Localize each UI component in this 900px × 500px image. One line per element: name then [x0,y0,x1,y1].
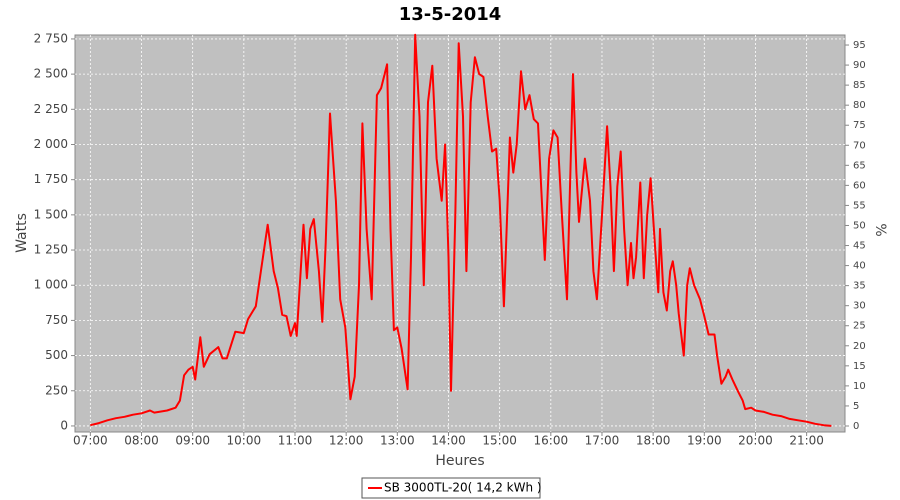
y-axis-title: Watts [14,213,30,253]
y2-tick-label: 20 [853,341,866,352]
y2-tick-label: 80 [853,100,866,111]
y2-tick-label: 95 [853,40,866,51]
y2-tick-label: 70 [853,140,866,151]
y-tick-label: 1 750 [34,172,68,186]
y-tick-label: 2 750 [34,31,68,45]
x-tick-label: 15:00 [482,434,517,448]
y2-tick-label: 10 [853,381,866,392]
y2-axis-title: % [872,223,888,236]
x-axis-title: Heures [435,453,484,469]
y2-tick-label: 35 [853,281,866,292]
x-tick-label: 09:00 [175,434,210,448]
y-tick-label: 250 [45,383,68,397]
x-tick-label: 18:00 [636,434,671,448]
x-tick-label: 13:00 [380,434,415,448]
y-tick-label: 2 500 [34,67,68,81]
y2-tick-label: 55 [853,200,866,211]
y-tick-label: 1 000 [34,278,68,292]
y-tick-label: 2 250 [34,102,68,116]
y2-tick-label: 85 [853,80,866,91]
y2-tick-label: 30 [853,301,866,312]
y2-tick-label: 90 [853,60,866,71]
x-tick-label: 10:00 [227,434,262,448]
x-tick-label: 17:00 [585,434,620,448]
x-tick-label: 21:00 [789,434,824,448]
legend-box [361,477,541,499]
x-tick-label: 14:00 [431,434,466,448]
y2-tick-label: 40 [853,261,866,272]
y-tick-label: 750 [45,313,68,327]
y-tick-label: 0 [60,418,68,432]
y-tick-label: 2 000 [34,137,68,151]
x-tick-label: 16:00 [534,434,569,448]
y-tick-label: 1 500 [34,207,68,221]
y2-tick-label: 45 [853,241,866,252]
y2-tick-label: 15 [853,361,866,372]
series-line [90,33,832,427]
x-tick-label: 20:00 [738,434,773,448]
x-tick-label: 19:00 [687,434,722,448]
x-tick-label: 08:00 [124,434,159,448]
y-tick-label: 1 250 [34,243,68,257]
chart-title: 13-5-2014 [399,4,502,25]
x-tick-label: 07:00 [73,434,108,448]
y2-tick-label: 5 [853,401,859,412]
legend-label: SB 3000TL-20( 14,2 kWh ) [384,481,542,495]
y2-tick-label: 25 [853,321,866,332]
y2-tick-label: 60 [853,180,866,191]
y-tick-label: 500 [45,348,68,362]
x-tick-label: 11:00 [278,434,313,448]
y2-tick-label: 0 [853,421,859,432]
y2-tick-label: 75 [853,120,866,131]
x-tick-label: 12:00 [329,434,364,448]
y2-tick-label: 50 [853,220,866,231]
y2-tick-label: 65 [853,160,866,171]
